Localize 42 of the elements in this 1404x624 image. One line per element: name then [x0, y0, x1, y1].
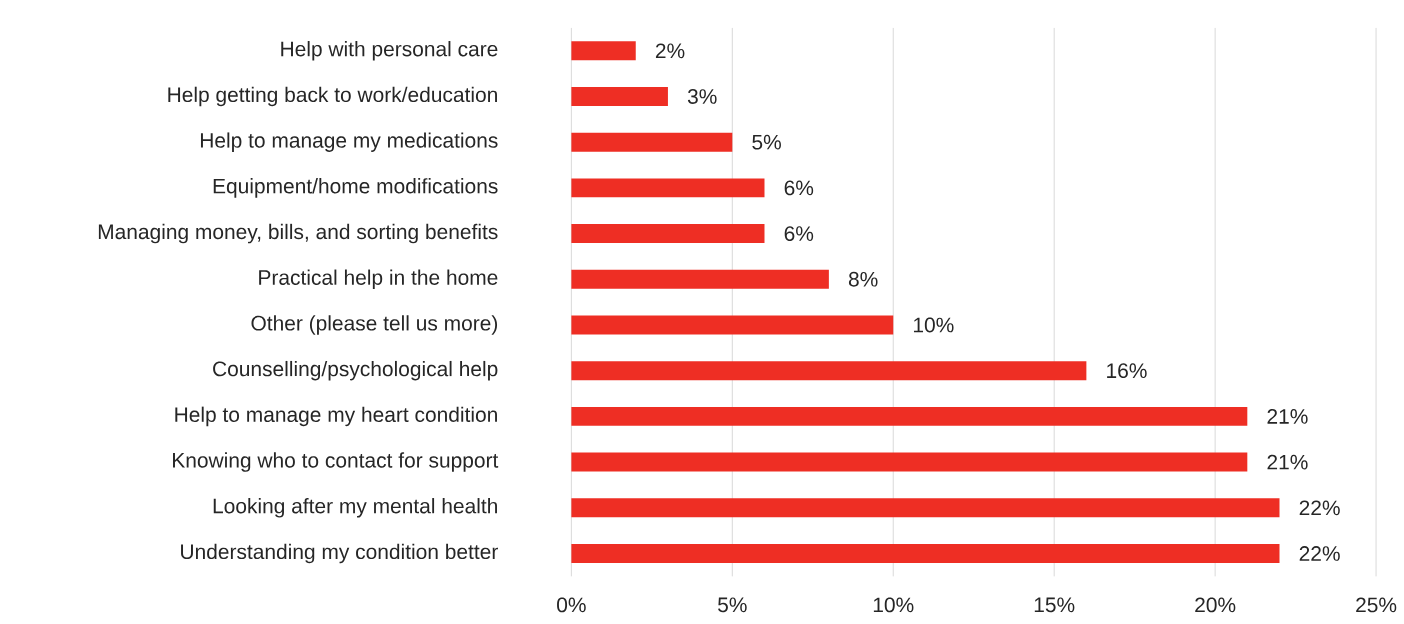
bar — [571, 41, 636, 61]
bar — [571, 315, 894, 335]
bar — [571, 543, 1280, 563]
y-tick-label: Looking after my mental health — [213, 497, 497, 518]
data-label: 21% — [1267, 454, 1308, 470]
x-tick-label: 15% — [1034, 597, 1075, 613]
x-tick-label: 20% — [1195, 597, 1236, 613]
y-tick-label: Understanding my condition better — [181, 543, 498, 564]
y-tick-label: Help to manage my medications — [200, 132, 498, 152]
bar — [571, 86, 668, 106]
bar — [571, 498, 1280, 518]
x-tick-label: 10% — [873, 597, 914, 613]
data-label: 5% — [752, 134, 781, 150]
y-tick-label: Practical help in the home — [259, 269, 498, 289]
bar — [571, 406, 1248, 426]
data-label: 6% — [784, 226, 814, 241]
data-label: 6% — [784, 180, 814, 196]
bar — [571, 224, 765, 243]
data-label: 3% — [687, 88, 717, 104]
x-tick-label: 0% — [557, 597, 586, 613]
data-label: 21% — [1267, 408, 1308, 424]
x-tick-label: 5% — [718, 597, 747, 613]
data-label: 2% — [655, 43, 685, 59]
y-tick-label: Help getting back to work/education — [168, 86, 497, 107]
y-tick-label: Help to manage my heart condition — [175, 406, 497, 427]
y-tick-label: Counselling/psychological help — [213, 360, 498, 381]
bar — [571, 452, 1248, 472]
y-tick-label: Help with personal care — [281, 40, 498, 61]
y-tick-label: Equipment/home modifications — [213, 178, 498, 198]
data-label: 16% — [1107, 363, 1147, 379]
y-tick-label: Managing money, bills, and sorting benefits — [98, 223, 498, 244]
bar — [571, 269, 829, 289]
data-label: 22% — [1299, 546, 1340, 561]
bar — [571, 361, 1087, 381]
data-label: 22% — [1299, 500, 1340, 516]
y-tick-label: Knowing who to contact for support — [173, 452, 499, 472]
data-label: 8% — [848, 271, 878, 287]
y-tick-label: Other (please tell us more) — [251, 315, 498, 335]
bar — [571, 132, 733, 152]
x-tick-label: 25% — [1356, 597, 1397, 613]
bar — [571, 178, 765, 198]
data-label: 10% — [913, 317, 954, 333]
